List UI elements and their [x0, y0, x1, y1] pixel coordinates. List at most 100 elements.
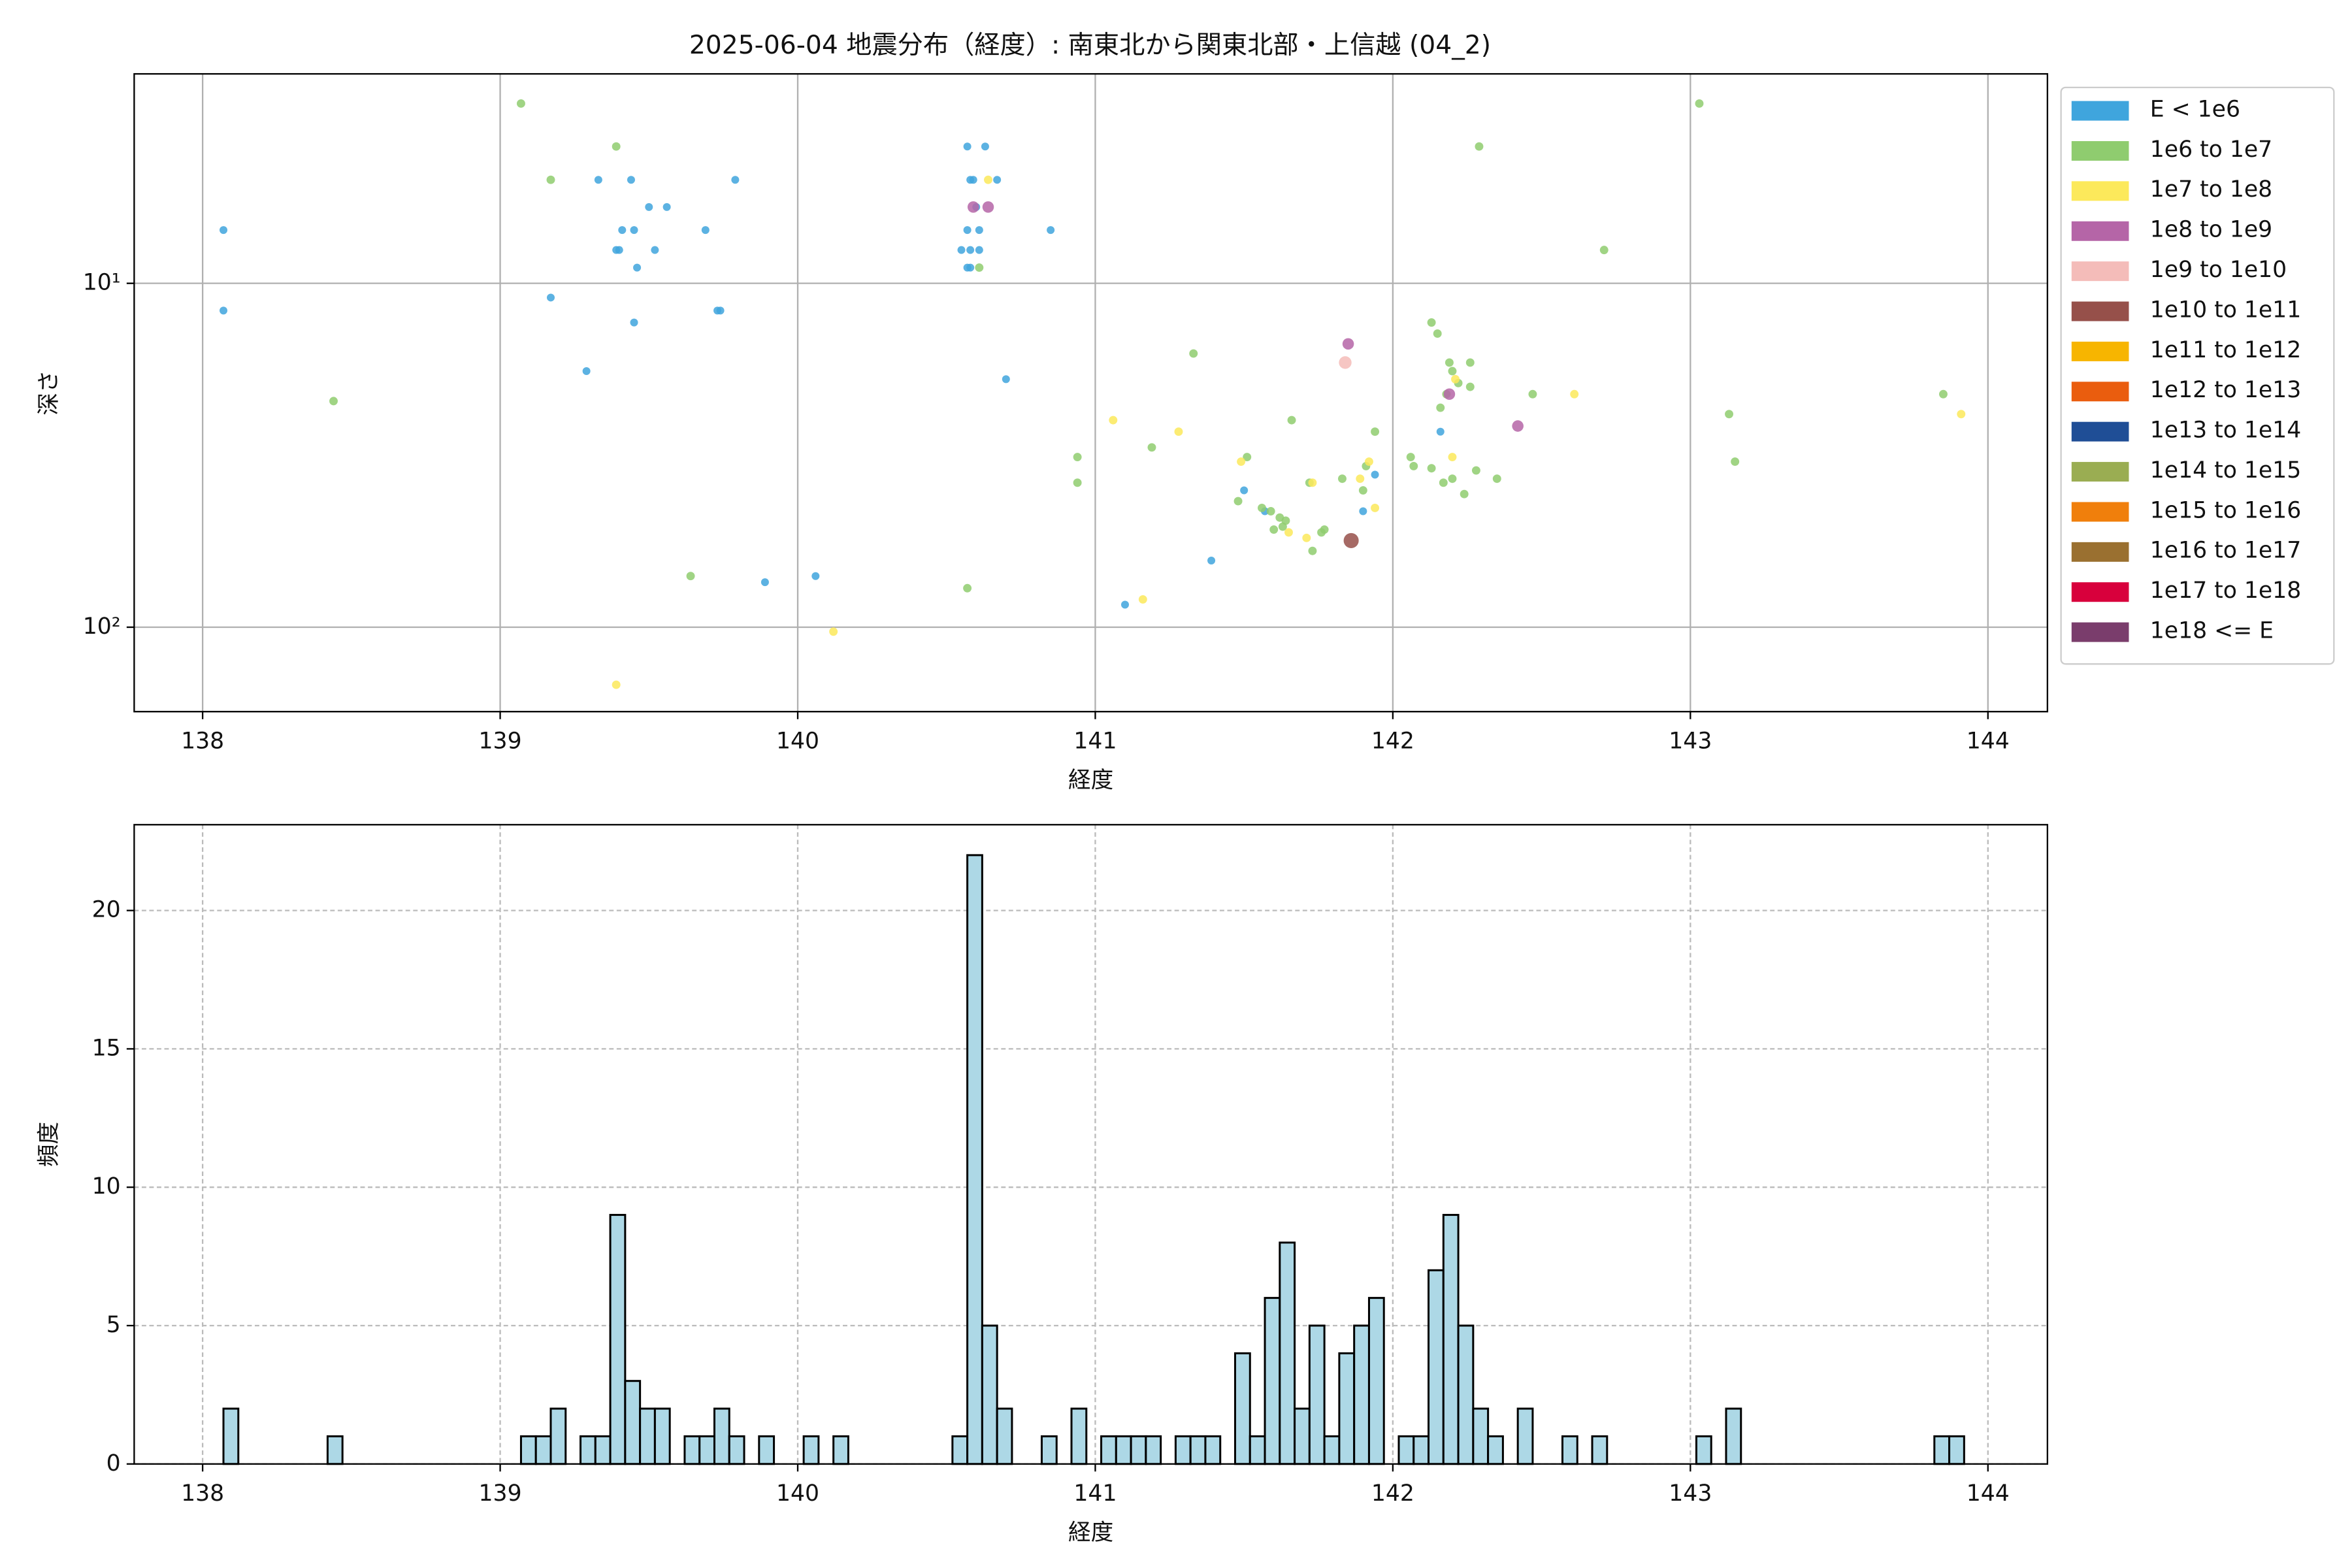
data-point: [967, 201, 979, 213]
histogram-bar: [326, 1435, 344, 1465]
data-point: [982, 201, 994, 213]
x-tick-label: 140: [776, 1480, 819, 1507]
histogram-bar: [1070, 1407, 1088, 1465]
histogram-bar: [1516, 1407, 1534, 1465]
histogram-bar: [1948, 1435, 1965, 1465]
legend-label: 1e13 to 1e14: [2150, 417, 2301, 444]
legend-swatch: [2071, 221, 2129, 241]
histogram-bar: [1457, 1324, 1475, 1465]
data-point: [1233, 497, 1243, 506]
data-point: [1302, 533, 1311, 542]
data-point: [1207, 556, 1216, 564]
histogram-bar: [1249, 1435, 1266, 1465]
x-tick-label: 142: [1371, 728, 1414, 754]
data-point: [731, 176, 740, 184]
histogram-bar: [639, 1407, 656, 1465]
histogram-bar: [1591, 1435, 1609, 1465]
data-point: [957, 246, 966, 254]
histogram-bar: [713, 1407, 730, 1465]
data-point: [630, 318, 638, 327]
legend-label: 1e6 to 1e7: [2150, 137, 2272, 163]
histogram-bar: [1234, 1352, 1251, 1465]
data-point: [1436, 403, 1445, 412]
histogram-bar: [683, 1435, 701, 1465]
histogram-bar: [1472, 1407, 1490, 1465]
x-tick-label: 139: [479, 728, 522, 754]
histogram-bar: [1397, 1435, 1415, 1465]
data-point: [686, 572, 695, 581]
x-tick-label: 141: [1073, 728, 1117, 754]
legend-label: 1e15 to 1e16: [2150, 497, 2301, 523]
histogram-bar: [1487, 1435, 1504, 1465]
y-tick-label: 0: [106, 1450, 121, 1477]
histogram-bar: [580, 1435, 596, 1465]
data-point: [975, 226, 983, 235]
data-point: [1475, 142, 1484, 151]
histogram-bar: [1725, 1407, 1742, 1465]
data-point: [1448, 367, 1457, 376]
y-tick-label: 20: [92, 897, 121, 923]
histogram-bar: [996, 1407, 1013, 1465]
data-point: [1287, 416, 1296, 425]
data-point: [1371, 504, 1380, 512]
data-point: [1436, 427, 1445, 436]
data-point: [1269, 525, 1279, 534]
legend-label: 1e8 to 1e9: [2150, 217, 2272, 243]
data-point: [1445, 358, 1454, 367]
data-point: [1443, 388, 1456, 400]
legend-swatch: [2071, 622, 2129, 642]
legend-label: E < 1e6: [2150, 96, 2240, 122]
data-point: [1002, 375, 1010, 384]
histogram-bar: [758, 1435, 776, 1465]
data-point: [1189, 349, 1198, 358]
histogram-bar: [1279, 1241, 1296, 1465]
data-point: [963, 142, 972, 151]
data-point: [1460, 489, 1469, 498]
data-point: [1364, 457, 1373, 466]
data-point: [618, 226, 627, 235]
legend-label: 1e17 to 1e18: [2150, 578, 2301, 604]
data-point: [963, 583, 972, 593]
data-point: [615, 246, 623, 254]
data-point: [993, 176, 1002, 184]
x-axis-label: 経度: [1068, 767, 1113, 793]
data-point: [1427, 318, 1436, 327]
data-point: [651, 246, 659, 254]
legend-label: 1e14 to 1e15: [2150, 457, 2301, 483]
histogram-bar: [594, 1435, 612, 1465]
data-point: [716, 306, 725, 315]
y-tick-label: 5: [106, 1312, 121, 1338]
data-point: [1073, 453, 1082, 462]
data-point: [630, 226, 638, 235]
legend-label: 1e11 to 1e12: [2150, 337, 2301, 363]
x-axis-label: 経度: [1068, 1520, 1113, 1546]
histogram-bar: [1561, 1435, 1578, 1465]
x-tick-label: 144: [1967, 1480, 2010, 1507]
data-point: [612, 142, 621, 151]
data-point: [1243, 453, 1252, 462]
histogram-bar: [519, 1435, 537, 1465]
x-tick-label: 142: [1371, 1480, 1414, 1507]
histogram-bar: [653, 1407, 671, 1465]
data-point: [546, 175, 555, 184]
legend-swatch: [2071, 261, 2129, 282]
data-point: [1337, 474, 1347, 483]
legend-label: 1e7 to 1e8: [2150, 176, 2272, 203]
data-point: [1725, 410, 1733, 419]
plot-frame: [133, 824, 2048, 1465]
data-point: [1138, 595, 1147, 604]
histogram-bar: [951, 1435, 969, 1465]
legend-swatch: [2071, 462, 2129, 482]
data-point: [1278, 522, 1287, 531]
histogram-bar: [1695, 1435, 1712, 1465]
histogram-bar: [1115, 1435, 1132, 1465]
data-point: [1359, 507, 1367, 515]
data-point: [1356, 474, 1365, 483]
histogram-bar: [624, 1380, 642, 1465]
data-point: [1320, 525, 1329, 534]
histogram-bar: [534, 1435, 552, 1465]
x-tick-label: 143: [1669, 1480, 1712, 1507]
data-point: [633, 263, 642, 272]
